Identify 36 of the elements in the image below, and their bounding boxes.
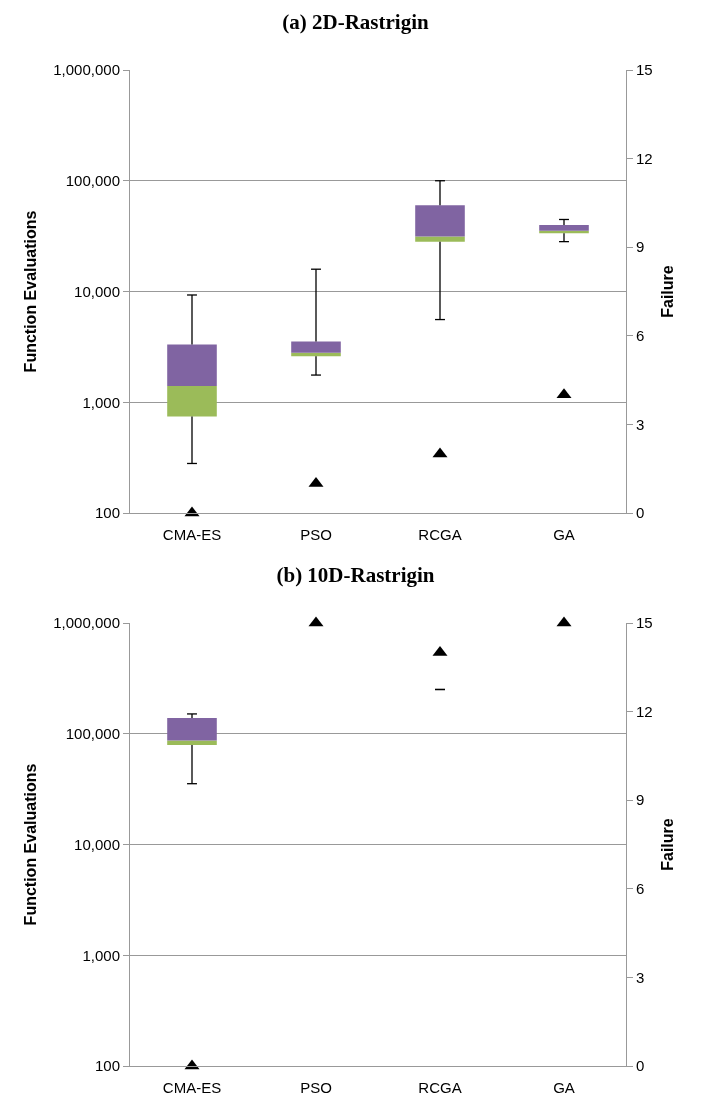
y2-tick-label: 15 bbox=[636, 61, 653, 79]
y2-tick-label: 6 bbox=[636, 880, 645, 898]
x-tick-label: CMA-ES bbox=[162, 526, 222, 543]
x-tick-label: CMA-ES bbox=[162, 1079, 222, 1096]
y-tick-label: 1,000,000 bbox=[53, 614, 120, 632]
y-tick-label: 1,000 bbox=[82, 946, 120, 964]
y2-tick-label: 12 bbox=[636, 149, 653, 167]
y-tick-label: 100,000 bbox=[65, 172, 120, 189]
chart-title: (b) 10D-Rastrigin bbox=[276, 562, 435, 587]
y-tick-label: 100 bbox=[94, 1057, 120, 1075]
y2-tick-label: 9 bbox=[636, 238, 645, 256]
x-tick-label: PSO bbox=[300, 1079, 332, 1096]
y2-tick-label: 15 bbox=[636, 614, 653, 632]
y2-tick-label: 12 bbox=[636, 702, 653, 720]
y2-axis-title: Failure bbox=[659, 818, 677, 871]
x-tick-label: PSO bbox=[300, 526, 332, 543]
y2-tick-label: 6 bbox=[636, 327, 645, 345]
y2-tick-label: 0 bbox=[636, 504, 645, 522]
y2-tick-label: 9 bbox=[636, 791, 645, 809]
y-tick-label: 100,000 bbox=[65, 725, 120, 742]
y2-tick-label: 0 bbox=[636, 1057, 645, 1075]
y-axis-title: Function Evaluations bbox=[22, 210, 40, 373]
y-tick-label: 10,000 bbox=[74, 282, 120, 300]
y2-tick-label: 3 bbox=[636, 415, 645, 433]
x-tick-label: RCGA bbox=[418, 1079, 462, 1096]
y-tick-label: 10,000 bbox=[74, 835, 120, 853]
y-tick-label: 1,000 bbox=[82, 393, 120, 411]
y-tick-label: 100 bbox=[94, 504, 120, 522]
x-tick-label: GA bbox=[553, 526, 575, 543]
y-axis-title: Function Evaluations bbox=[22, 763, 40, 926]
x-tick-label: GA bbox=[553, 1079, 575, 1096]
chart-title: (a) 2D-Rastrigin bbox=[282, 9, 430, 34]
y2-tick-label: 3 bbox=[636, 968, 645, 986]
y2-axis-title: Failure bbox=[659, 265, 677, 318]
x-tick-label: RCGA bbox=[418, 526, 462, 543]
y-tick-label: 1,000,000 bbox=[53, 61, 120, 79]
